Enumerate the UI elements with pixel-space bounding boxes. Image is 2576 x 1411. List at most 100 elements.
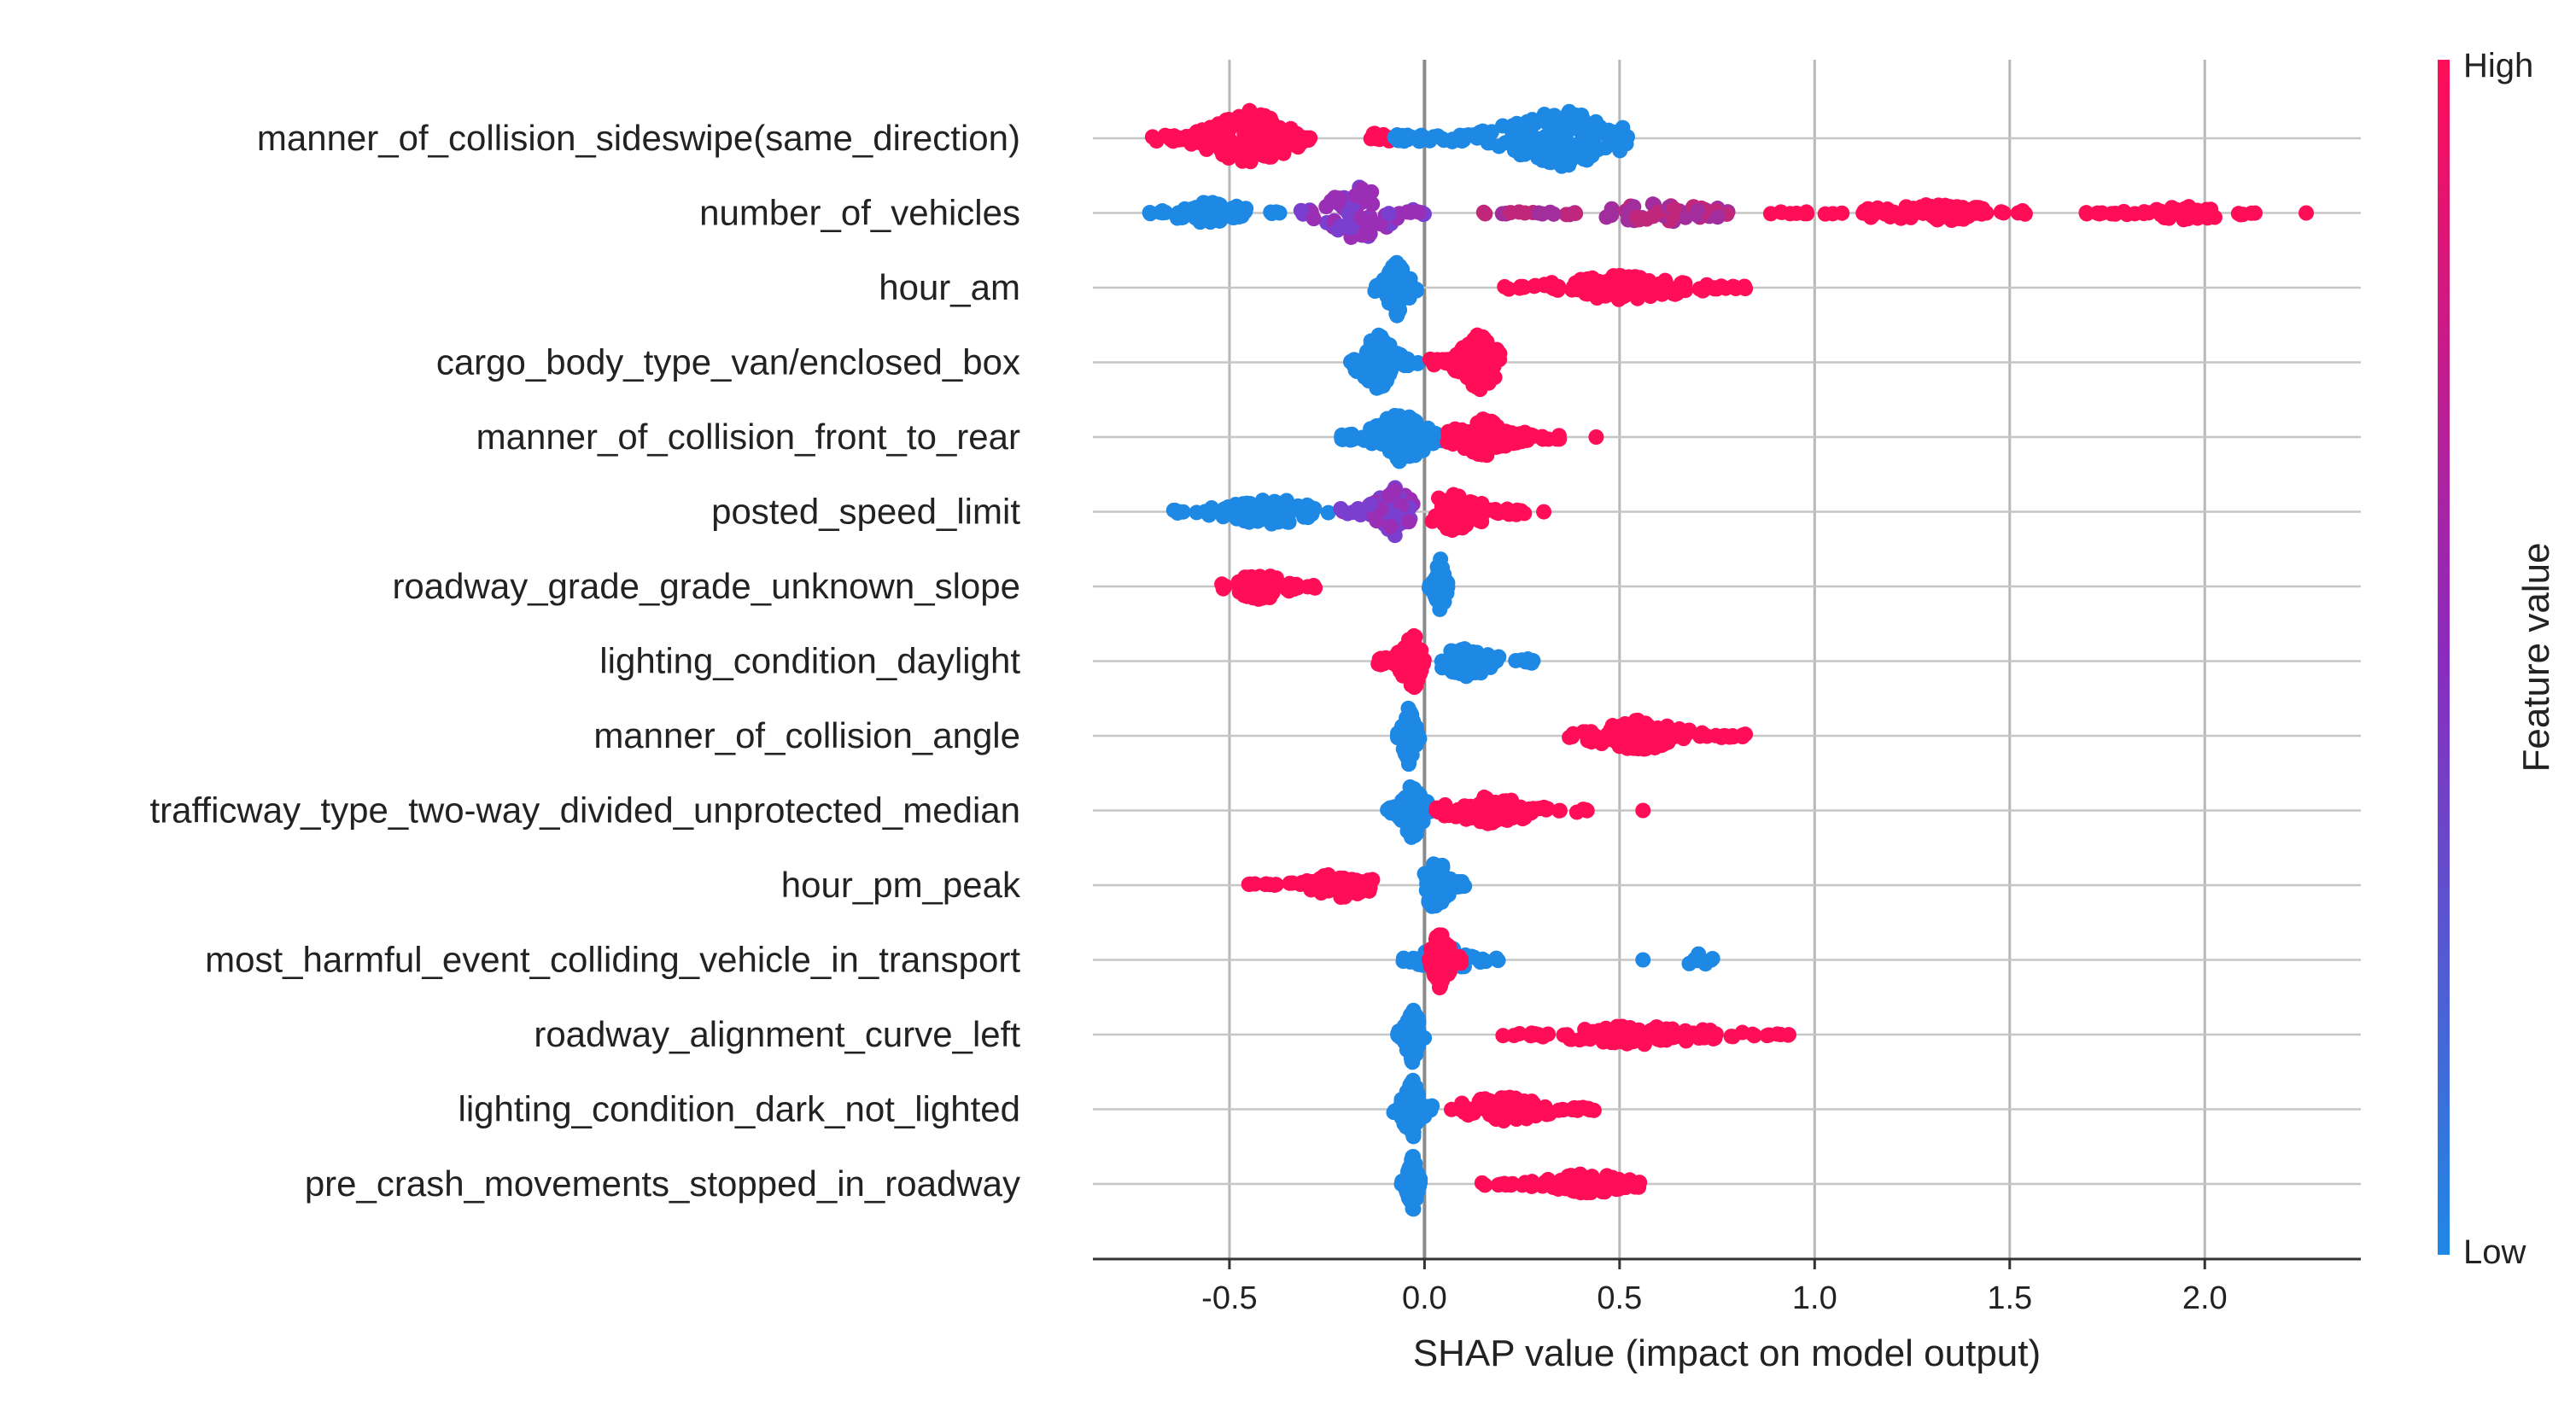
shap-point xyxy=(1512,799,1528,815)
shap-point xyxy=(1327,878,1343,894)
shap-point xyxy=(1619,740,1635,756)
shap-point xyxy=(1759,1028,1775,1044)
shap-point xyxy=(1551,1179,1567,1195)
shap-point xyxy=(1551,1102,1567,1118)
shap-point xyxy=(1416,795,1432,811)
shap-point xyxy=(2127,206,2143,222)
feature-label: number_of_vehicles xyxy=(699,193,1020,233)
shap-point xyxy=(1261,149,1277,165)
shap-point xyxy=(1603,207,1620,224)
shap-point xyxy=(1780,1027,1796,1043)
shap-point xyxy=(1472,813,1488,830)
shap-point xyxy=(1618,136,1634,152)
shap-point xyxy=(1524,802,1540,818)
colorbar-high-label: High xyxy=(2463,47,2533,85)
shap-point xyxy=(1863,209,1879,225)
shap-point xyxy=(1362,225,1378,242)
shap-point xyxy=(1231,108,1247,125)
shap-point xyxy=(1337,889,1353,905)
shap-point xyxy=(1659,718,1675,734)
shap-point xyxy=(1401,448,1417,464)
feature-label: pre_crash_movements_stopped_in_roadway xyxy=(305,1163,1020,1204)
shap-point xyxy=(1576,1173,1592,1189)
x-axis: -0.5 0.0 0.5 1.0 1.5 2.0 SHAP value (impact on… xyxy=(1093,1257,2361,1374)
shap-point xyxy=(2299,205,2315,221)
shap-point xyxy=(1501,506,1517,522)
shap-point xyxy=(1510,1105,1527,1121)
shap-point xyxy=(1504,125,1521,141)
shap-point xyxy=(1544,131,1560,147)
shap-point xyxy=(1411,131,1428,148)
shap-point xyxy=(1677,209,1693,225)
shap-point xyxy=(1197,504,1213,520)
shap-point xyxy=(1472,1093,1488,1110)
colorbar-low-label: Low xyxy=(2463,1233,2526,1271)
shap-point xyxy=(1453,642,1469,658)
shap-point xyxy=(1714,729,1730,745)
shap-point xyxy=(1369,363,1385,379)
shap-point xyxy=(1632,270,1648,286)
shap-point xyxy=(1540,116,1557,132)
shap-point xyxy=(2243,205,2259,221)
shap-point xyxy=(1388,254,1405,271)
shap-point xyxy=(1686,951,1703,967)
shap-point xyxy=(1634,283,1650,299)
shap-point xyxy=(1363,335,1379,352)
shap-point xyxy=(1471,507,1487,523)
shap-point xyxy=(1503,205,1519,221)
shap-point xyxy=(1418,423,1434,439)
shap-point xyxy=(1477,1177,1493,1193)
shap-point xyxy=(1434,972,1451,988)
data-points xyxy=(1142,102,2315,1217)
shap-point xyxy=(1400,417,1417,434)
shap-point xyxy=(1446,132,1462,149)
shap-point xyxy=(2153,203,2169,219)
shap-point xyxy=(1398,353,1414,370)
shap-point xyxy=(1709,209,1726,225)
shap-point xyxy=(1516,124,1533,140)
shap-point xyxy=(1333,500,1349,516)
shap-point xyxy=(1588,429,1604,445)
shap-point xyxy=(1954,209,1970,225)
shap-point xyxy=(1491,649,1507,665)
shap-point xyxy=(1284,875,1300,891)
shap-point xyxy=(1401,514,1417,530)
shap-point xyxy=(1390,644,1406,661)
shap-point xyxy=(1272,499,1288,516)
shap-point xyxy=(1735,727,1751,743)
shap-point xyxy=(1817,206,1833,222)
shap-point xyxy=(1565,279,1581,295)
shap-point xyxy=(1677,275,1693,291)
shap-point xyxy=(1525,1095,1541,1111)
shap-point xyxy=(1834,205,1850,221)
shap-point xyxy=(1489,425,1505,441)
shap-point xyxy=(1405,1078,1422,1094)
shap-point xyxy=(1270,514,1287,530)
shap-point xyxy=(1403,1098,1419,1114)
shap-point xyxy=(1515,811,1531,827)
shap-point xyxy=(1993,204,2009,220)
shap-point xyxy=(1595,1034,1611,1050)
shap-point xyxy=(1381,265,1397,282)
shap-point xyxy=(1410,355,1426,371)
colorbar: High Low Feature value xyxy=(2438,47,2557,1271)
feature-label: most_harmful_event_colliding_vehicle_in_… xyxy=(205,940,1020,980)
shap-point xyxy=(1270,121,1286,137)
shap-point xyxy=(2203,206,2219,222)
shap-point xyxy=(1620,1175,1636,1191)
shap-point xyxy=(1734,1024,1750,1041)
shap-point xyxy=(1242,580,1259,597)
shap-point xyxy=(1391,300,1407,317)
shap-point xyxy=(1501,281,1517,297)
shap-point xyxy=(1593,736,1609,752)
shap-point xyxy=(2078,205,2094,221)
shap-point xyxy=(1540,147,1557,163)
shap-point xyxy=(1568,205,1584,221)
feature-labels: manner_of_collision_sideswipe(same_direc… xyxy=(149,118,1021,1204)
shap-point xyxy=(1578,285,1594,301)
shap-point xyxy=(1658,1021,1674,1037)
shap-point xyxy=(1611,290,1627,306)
shap-point xyxy=(1300,510,1316,526)
shap-point xyxy=(1381,206,1397,222)
shap-point xyxy=(1622,1020,1638,1036)
